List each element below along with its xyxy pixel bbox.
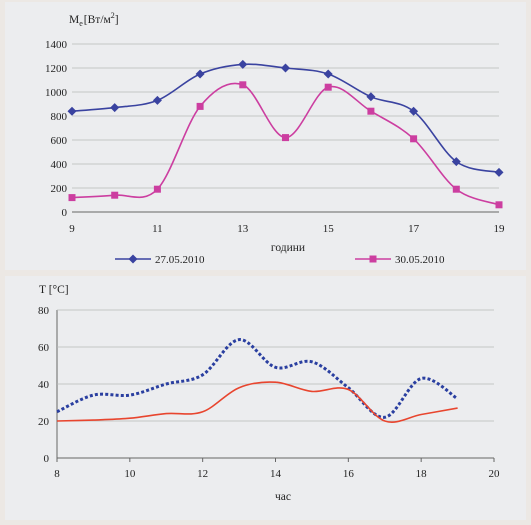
top-data-point — [281, 63, 290, 73]
bottom-grid — [56, 309, 495, 462]
top-y-tick-label: 400 — [51, 159, 68, 171]
top-y-tick-label: 1400 — [45, 39, 68, 51]
top-y-tick-label: 200 — [51, 183, 68, 195]
top-x-tick-label: 15 — [323, 223, 335, 235]
top-data-point — [196, 102, 204, 110]
top-data-point — [153, 185, 161, 193]
top-data-point — [110, 103, 120, 113]
top-data-point — [494, 167, 504, 177]
top-x-tick-label: 17 — [408, 223, 420, 235]
top-y-axis-label: Me[Вт/м2] — [69, 11, 119, 28]
bottom-x-tick-label: 8 — [54, 468, 60, 480]
top-data-point — [495, 201, 503, 209]
bottom-x-tick-label: 14 — [270, 468, 282, 480]
top-data-point — [452, 185, 460, 193]
bottom-x-tick-label: 18 — [416, 468, 428, 480]
top-y-tick-label: 600 — [51, 135, 68, 147]
bottom-series-layer — [56, 338, 459, 423]
top-legend-marker — [369, 255, 377, 263]
top-data-point — [239, 81, 247, 89]
top-data-point — [409, 106, 419, 116]
bottom-x-tick-label: 12 — [197, 468, 208, 480]
top-data-point — [238, 59, 248, 69]
top-data-point — [324, 83, 332, 91]
bottom-y-tick-label: 0 — [44, 453, 50, 465]
top-data-point — [67, 106, 77, 116]
top-y-tick-label: 0 — [62, 207, 68, 219]
top-series-line — [71, 82, 500, 206]
top-series-line — [71, 63, 500, 174]
top-data-point — [195, 69, 205, 79]
top-series-layer — [67, 59, 504, 209]
bottom-x-axis-label: час — [275, 491, 291, 503]
top-data-point — [152, 95, 162, 105]
top-legend-label: 30.05.2010 — [395, 254, 445, 266]
top-x-tick-label: 9 — [69, 223, 75, 235]
temperature-chart: 0 20 40 60 80 8 10 12 14 16 18 20 T [°C] час — [38, 284, 500, 503]
irradiance-chart-panel: 0 200 400 600 800 1000 1200 1400 9 11 13 15 17 19 Me[… — [5, 2, 526, 270]
top-data-point — [366, 92, 376, 102]
bottom-y-tick-label: 40 — [38, 379, 50, 391]
bottom-x-tick-label: 10 — [124, 468, 136, 480]
top-grid — [72, 43, 499, 213]
top-tick-labels: 0 200 400 600 800 1000 1200 1400 9 11 13 15 17 19 — [45, 39, 505, 235]
top-x-tick-label: 13 — [237, 223, 249, 235]
top-data-point — [111, 191, 119, 199]
top-y-tick-label: 1000 — [45, 87, 68, 99]
top-legend-label: 27.05.2010 — [155, 254, 205, 266]
top-x-axis-label: години — [271, 242, 305, 254]
bottom-tick-labels: 0 20 40 60 80 8 10 12 14 16 18 20 — [38, 305, 500, 480]
top-y-tick-label: 800 — [51, 111, 68, 123]
bottom-dotted-series-line — [56, 338, 459, 419]
temperature-chart-panel: 0 20 40 60 80 8 10 12 14 16 18 20 T [°C] час — [5, 276, 526, 520]
bottom-y-axis-label: T [°C] — [39, 284, 69, 296]
top-data-point — [410, 135, 418, 143]
bottom-x-tick-label: 16 — [343, 468, 355, 480]
bottom-y-tick-label: 80 — [38, 305, 50, 317]
top-data-point — [68, 194, 76, 202]
top-data-point — [282, 134, 289, 142]
top-x-tick-label: 11 — [152, 223, 163, 235]
top-legend-marker — [128, 254, 138, 264]
top-x-tick-label: 19 — [494, 223, 506, 235]
top-y-tick-label: 1200 — [45, 63, 68, 75]
top-data-point — [367, 107, 375, 115]
bottom-y-tick-label: 60 — [38, 342, 50, 354]
bottom-y-tick-label: 20 — [38, 416, 50, 428]
bottom-x-tick-label: 20 — [489, 468, 501, 480]
irradiance-chart: 0 200 400 600 800 1000 1200 1400 9 11 13 15 17 19 Me[… — [45, 11, 505, 266]
bottom-solid-series-line — [56, 381, 458, 423]
top-data-point — [451, 157, 461, 167]
top-legend: 27.05.2010 30.05.2010 — [115, 254, 445, 266]
top-data-point — [323, 69, 333, 79]
